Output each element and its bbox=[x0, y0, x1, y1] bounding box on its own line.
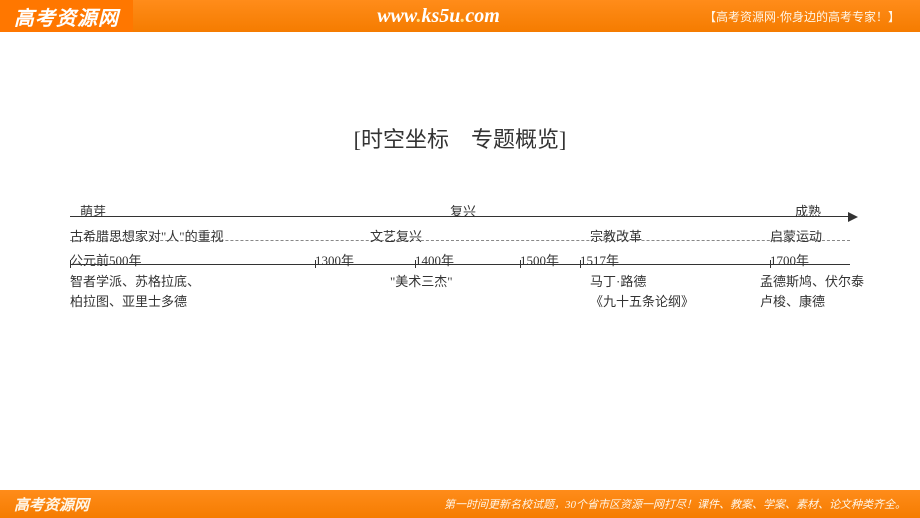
timeline-stage: 萌芽 bbox=[80, 201, 106, 220]
timeline-detail: "美术三杰" bbox=[390, 272, 453, 292]
url-tld: com bbox=[465, 5, 499, 27]
page-title: [时空坐标 专题概览] bbox=[0, 122, 920, 154]
timeline-event: 宗教改革 bbox=[590, 226, 642, 245]
timeline-year: 1400年 bbox=[415, 250, 454, 269]
site-logo[interactable]: 高考资源网 bbox=[0, 0, 133, 32]
timeline-tick bbox=[770, 260, 771, 268]
timeline-tick bbox=[520, 260, 521, 268]
timeline-stage: 成熟 bbox=[795, 201, 821, 220]
timeline-year: 1300年 bbox=[315, 250, 354, 269]
url-domain: ks5u bbox=[421, 5, 460, 27]
timeline-tick bbox=[70, 260, 71, 268]
timeline-detail: 马丁·路德《九十五条论纲》 bbox=[590, 272, 694, 311]
timeline-tick bbox=[580, 260, 581, 268]
url-www: www bbox=[377, 5, 416, 27]
timeline-year: 1517年 bbox=[580, 250, 619, 269]
timeline-year: 1500年 bbox=[520, 250, 559, 269]
timeline-axis bbox=[70, 264, 850, 265]
header-slogan: 【高考资源网·你身边的高考专家！】 bbox=[704, 8, 920, 25]
timeline-detail: 智者学派、苏格拉底、柏拉图、亚里士多德 bbox=[70, 272, 200, 311]
header-bar: 高考资源网 www.ks5u.com 【高考资源网·你身边的高考专家！】 bbox=[0, 0, 920, 32]
timeline-detail: 孟德斯鸠、伏尔泰卢梭、康德 bbox=[760, 272, 864, 311]
site-url[interactable]: www.ks5u.com bbox=[133, 5, 704, 28]
timeline-tick bbox=[315, 260, 316, 268]
timeline-year: 1700年 bbox=[770, 250, 809, 269]
footer-text: 第一时间更新名校试题，30个省市区资源一网打尽！课件、教案、学案、素材、论文种类… bbox=[444, 496, 906, 512]
timeline-tick bbox=[415, 260, 416, 268]
timeline-event: 文艺复兴 bbox=[370, 226, 422, 245]
footer-bar: 高考资源网 第一时间更新名校试题，30个省市区资源一网打尽！课件、教案、学案、素… bbox=[0, 490, 920, 518]
timeline-diagram: 萌芽 复兴 成熟古希腊思想家对"人"的重视 文艺复兴 宗教改革 启蒙运动公元前500年 13… bbox=[70, 204, 850, 374]
timeline-stage: 复兴 bbox=[450, 201, 476, 220]
timeline-year: 公元前500年 bbox=[70, 250, 142, 269]
timeline-event: 古希腊思想家对"人"的重视 bbox=[70, 226, 224, 245]
footer-logo[interactable]: 高考资源网 bbox=[14, 494, 89, 515]
timeline-event: 启蒙运动 bbox=[770, 226, 822, 245]
slide-content: [时空坐标 专题概览] 萌芽 复兴 成熟古希腊思想家对"人"的重视 文艺复兴 宗教改革 启… bbox=[0, 32, 920, 472]
